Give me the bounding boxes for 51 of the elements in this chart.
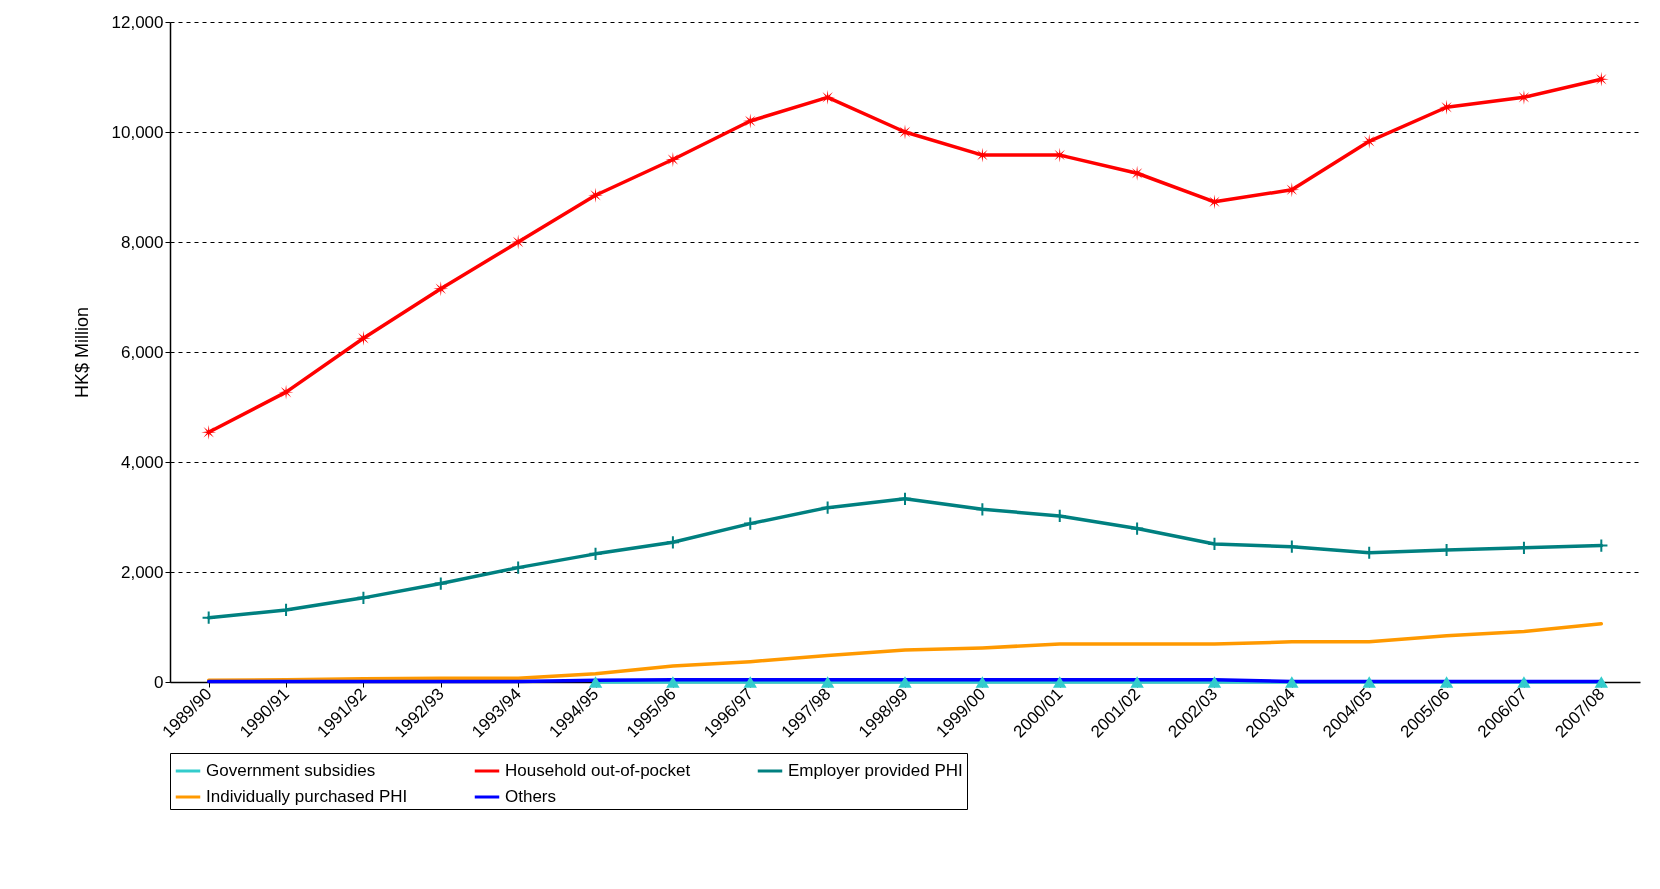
legend-label: Individually purchased PHI xyxy=(206,787,408,806)
point xyxy=(1129,165,1145,181)
y-axis-title: HK$ Million xyxy=(71,306,92,399)
point xyxy=(1439,676,1454,688)
y-tick-label: 2,000 xyxy=(120,562,164,582)
point xyxy=(898,676,912,688)
point xyxy=(511,560,526,575)
point xyxy=(588,676,603,688)
point xyxy=(1207,194,1222,210)
y-tick-label: 8,000 xyxy=(120,232,164,252)
point xyxy=(588,546,603,561)
legend-label: Government subsidies xyxy=(206,761,376,780)
point xyxy=(433,576,448,591)
point xyxy=(433,281,449,297)
point xyxy=(743,676,757,688)
y-tick-label: 6,000 xyxy=(120,342,164,362)
point xyxy=(1129,521,1145,536)
point xyxy=(820,676,835,688)
point xyxy=(1285,676,1299,688)
legend-label: Employer provided PHI xyxy=(788,761,963,780)
point xyxy=(1439,99,1454,115)
point xyxy=(820,500,835,515)
legend-label: Household out-of-pocket xyxy=(505,761,691,780)
point xyxy=(1594,676,1609,688)
point xyxy=(897,491,913,506)
point xyxy=(201,424,217,440)
point xyxy=(743,516,758,531)
point xyxy=(975,676,990,688)
y-tick-label: 4,000 xyxy=(120,452,164,472)
line-series xyxy=(206,621,1604,683)
point xyxy=(588,187,603,203)
legend-label: Others xyxy=(505,787,557,806)
point xyxy=(666,676,680,688)
point xyxy=(665,152,681,167)
y-tick-label: 10,000 xyxy=(111,122,164,142)
point xyxy=(1517,676,1531,688)
point xyxy=(510,234,526,250)
point xyxy=(1361,133,1377,149)
point xyxy=(1053,676,1067,688)
y-tick-label: 0 xyxy=(154,672,164,692)
point xyxy=(820,89,836,105)
y-tick-label: 12,000 xyxy=(111,12,164,32)
point xyxy=(1362,676,1376,688)
point xyxy=(278,384,294,400)
point xyxy=(1130,676,1144,688)
point xyxy=(356,330,371,346)
point xyxy=(665,535,681,550)
point xyxy=(1207,676,1222,688)
point xyxy=(1284,182,1300,198)
point xyxy=(356,590,371,605)
point xyxy=(201,610,216,625)
